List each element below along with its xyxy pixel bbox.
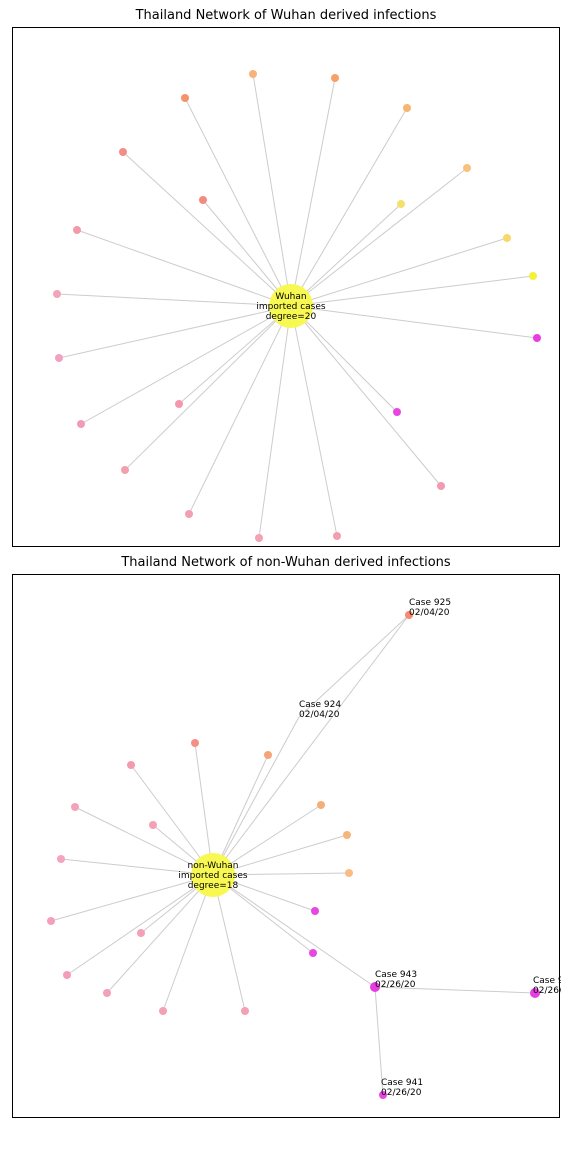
network-node bbox=[333, 532, 341, 540]
network-edge bbox=[125, 306, 291, 470]
network-svg: non-Wuhanimported casesdegree=18 Case 925… bbox=[13, 575, 561, 1119]
hub-label: degree=18 bbox=[188, 881, 239, 891]
network-node bbox=[503, 234, 511, 242]
network-edge bbox=[213, 717, 299, 875]
network-node bbox=[185, 510, 193, 518]
node-label: 02/26/20 bbox=[533, 986, 561, 996]
network-node bbox=[53, 290, 61, 298]
network-panel: Thailand Network of non-Wuhan derived in… bbox=[0, 547, 572, 1118]
network-edge bbox=[259, 306, 291, 538]
network-edge bbox=[291, 168, 467, 306]
network-node bbox=[121, 466, 129, 474]
network-edge bbox=[107, 875, 213, 993]
network-panel: Thailand Network of Wuhan derived infect… bbox=[0, 0, 572, 547]
network-node bbox=[249, 70, 257, 78]
hub-label: imported cases bbox=[178, 871, 248, 881]
network-edge bbox=[291, 276, 533, 306]
node-label: 02/26/20 bbox=[375, 980, 416, 990]
network-node bbox=[57, 855, 65, 863]
network-edge bbox=[81, 306, 291, 424]
hub-label: non-Wuhan bbox=[187, 861, 238, 871]
network-edge bbox=[291, 306, 441, 486]
network-node bbox=[393, 408, 401, 416]
panel-title: Thailand Network of non-Wuhan derived in… bbox=[121, 555, 450, 570]
network-node bbox=[317, 801, 325, 809]
network-node bbox=[181, 94, 189, 102]
network-node bbox=[533, 334, 541, 342]
network-edge bbox=[291, 306, 537, 338]
network-node bbox=[47, 917, 55, 925]
network-node bbox=[343, 831, 351, 839]
node-label: 02/04/20 bbox=[409, 608, 450, 618]
network-node bbox=[159, 1007, 167, 1015]
network-node bbox=[73, 226, 81, 234]
network-node bbox=[403, 104, 411, 112]
network-node bbox=[71, 803, 79, 811]
panel-title: Thailand Network of Wuhan derived infect… bbox=[136, 8, 437, 23]
network-edge bbox=[213, 615, 409, 875]
node-label: Case 943 bbox=[375, 970, 417, 980]
network-node bbox=[149, 821, 157, 829]
network-node bbox=[55, 354, 63, 362]
network-edge bbox=[123, 152, 291, 306]
network-node bbox=[63, 971, 71, 979]
network-node bbox=[199, 196, 207, 204]
network-node bbox=[255, 534, 263, 542]
network-node bbox=[463, 164, 471, 172]
network-node bbox=[309, 949, 317, 957]
node-label: Case 924 bbox=[299, 700, 341, 710]
network-edge bbox=[59, 306, 291, 358]
network-node bbox=[529, 272, 537, 280]
network-node bbox=[103, 989, 111, 997]
network-node bbox=[175, 400, 183, 408]
network-node bbox=[137, 929, 145, 937]
hub-label: imported cases bbox=[256, 302, 326, 312]
network-node bbox=[311, 907, 319, 915]
network-node bbox=[127, 761, 135, 769]
network-node bbox=[191, 739, 199, 747]
node-label: 02/26/20 bbox=[381, 1088, 422, 1098]
plot-box: Wuhanimported casesdegree=20 bbox=[12, 27, 560, 547]
network-node bbox=[345, 869, 353, 877]
network-edge bbox=[213, 875, 375, 987]
node-label: Case 925 bbox=[409, 598, 451, 608]
network-node bbox=[119, 148, 127, 156]
plot-box: non-Wuhanimported casesdegree=18 Case 925… bbox=[12, 574, 560, 1118]
node-label: 02/04/20 bbox=[299, 710, 340, 720]
network-edge bbox=[291, 238, 507, 306]
network-edge bbox=[291, 108, 407, 306]
network-svg: Wuhanimported casesdegree=20 bbox=[13, 28, 561, 548]
network-node bbox=[241, 1007, 249, 1015]
network-node bbox=[437, 482, 445, 490]
hub-label: Wuhan bbox=[275, 292, 306, 302]
node-label: Case 942 bbox=[533, 976, 561, 986]
network-edge bbox=[253, 74, 291, 306]
network-node bbox=[397, 200, 405, 208]
node-label: Case 941 bbox=[381, 1078, 423, 1088]
network-edge bbox=[189, 306, 291, 514]
hub-label: degree=20 bbox=[266, 312, 317, 322]
network-node bbox=[264, 751, 272, 759]
network-node bbox=[77, 420, 85, 428]
network-node bbox=[331, 74, 339, 82]
network-edge bbox=[291, 306, 337, 536]
